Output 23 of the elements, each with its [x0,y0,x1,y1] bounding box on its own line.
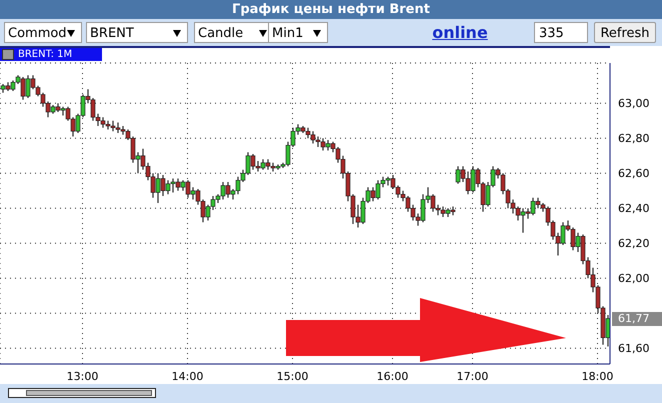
x-tick-label: 17:00 [456,370,488,383]
y-tick-label: 62,00 [618,272,650,286]
text: Commod [4,22,82,43]
chart-title: График цены нефти Brent [0,0,662,19]
x-tick-label: 13:00 [66,370,98,383]
chart-subtitle: BRENT: 1M [0,48,102,61]
y-tick-label: 61,60 [618,342,650,356]
x-tick-label: 14:00 [172,370,204,383]
text: Min1 [268,22,328,43]
y-tick-label: 62,20 [618,237,650,250]
y-tick-label: 63,00 [618,97,650,110]
text-field: 335 [534,22,588,43]
text: 61,77 [612,312,662,326]
text: Candle [198,26,244,41]
y-tick-label: 62,80 [618,132,650,146]
x-tick-label: 15:00 [276,370,308,383]
x-tick-label: 18:00 [582,370,614,383]
y-tick-label: 62,40 [618,202,650,216]
y-tick-label: 62,60 [618,167,650,180]
x-tick-label: 16:00 [376,370,408,383]
text: BRENT [86,22,188,43]
button: Refresh [594,22,656,43]
text: online [431,22,489,43]
